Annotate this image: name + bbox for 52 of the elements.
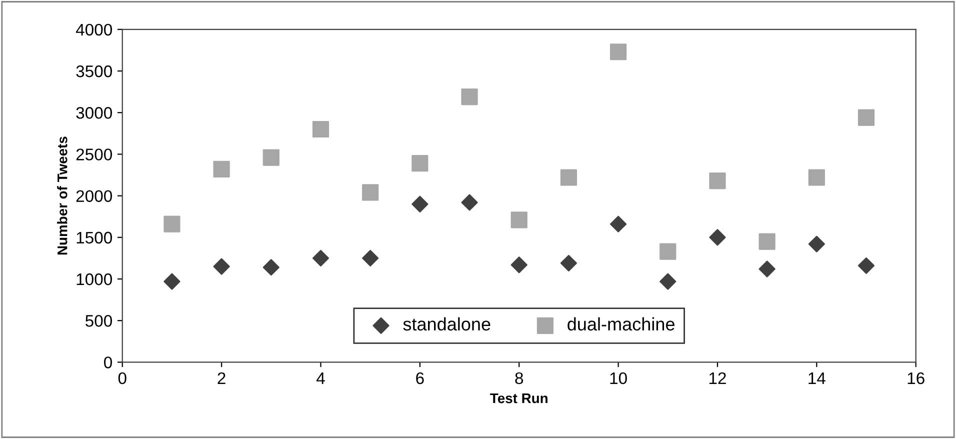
- y-tick-label: 4000: [76, 24, 112, 36]
- y-tick-label: 0: [104, 356, 112, 368]
- point: [510, 212, 528, 228]
- point: [213, 160, 230, 178]
- point: [808, 169, 825, 186]
- x-tick-label: 12: [709, 372, 726, 384]
- y-tick-label: 1500: [76, 232, 112, 244]
- point: [362, 184, 379, 201]
- point: [362, 250, 379, 266]
- point: [164, 273, 180, 290]
- point: [758, 260, 776, 278]
- y-tick-label: 2500: [76, 148, 112, 160]
- x-tick-label: 14: [808, 372, 826, 384]
- point: [758, 233, 776, 250]
- point: [560, 169, 577, 186]
- x-tick-label: 4: [316, 372, 325, 384]
- point: [660, 243, 676, 260]
- x-tick-label: 8: [515, 372, 524, 384]
- point: [461, 88, 478, 106]
- point: [709, 229, 726, 246]
- point: [412, 155, 428, 172]
- point: [858, 257, 875, 274]
- point: [610, 216, 627, 232]
- point: [610, 44, 627, 60]
- point: [412, 196, 428, 212]
- x-axis-title: Test Run: [490, 394, 548, 404]
- x-tick-label: 6: [416, 372, 424, 384]
- point: [461, 194, 478, 211]
- point: [709, 172, 726, 190]
- point: [312, 120, 330, 138]
- point: [858, 109, 875, 126]
- x-tick-label: 2: [218, 372, 226, 384]
- point: [213, 258, 230, 275]
- y-tick-label: 500: [86, 314, 112, 327]
- point: [510, 256, 528, 274]
- x-tick-label: 10: [610, 372, 627, 384]
- point: [164, 216, 180, 232]
- point: [560, 254, 577, 272]
- point: [312, 250, 330, 266]
- y-tick-label: 3000: [76, 107, 112, 119]
- x-tick-label: 16: [908, 372, 924, 384]
- y-tick-label: 1000: [76, 273, 112, 286]
- point: [660, 273, 676, 290]
- y-tick-label: 3500: [76, 65, 112, 78]
- legend-label: standalone: [403, 317, 490, 331]
- point: [262, 259, 280, 276]
- x-tick-label: 0: [118, 372, 126, 384]
- point: [262, 149, 280, 166]
- y-tick-label: 2000: [76, 190, 112, 202]
- point: [808, 236, 825, 252]
- legend-label: dual-machine: [568, 317, 674, 331]
- y-axis-title: Number of Tweets: [57, 136, 68, 255]
